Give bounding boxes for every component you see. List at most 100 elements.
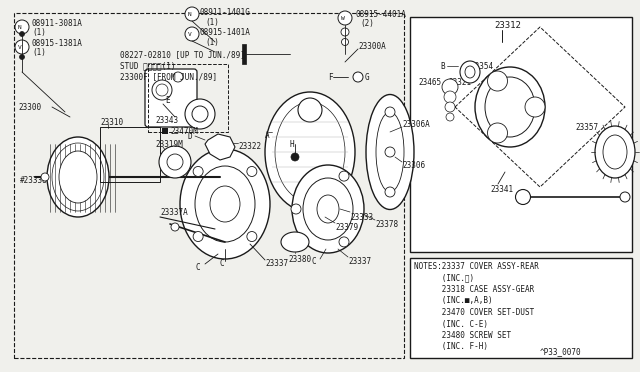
- Ellipse shape: [603, 135, 627, 169]
- Text: ^P33_0070: ^P33_0070: [540, 347, 582, 356]
- Ellipse shape: [275, 102, 345, 202]
- Text: D: D: [188, 131, 193, 141]
- Circle shape: [488, 123, 508, 143]
- Circle shape: [19, 55, 24, 60]
- Ellipse shape: [465, 66, 475, 78]
- Text: 23354: 23354: [470, 61, 493, 71]
- Ellipse shape: [171, 223, 179, 231]
- Text: B: B: [440, 61, 445, 71]
- Circle shape: [247, 167, 257, 176]
- Circle shape: [298, 98, 322, 122]
- Ellipse shape: [265, 92, 355, 212]
- Ellipse shape: [376, 112, 404, 192]
- Circle shape: [339, 171, 349, 181]
- Text: 23341: 23341: [490, 185, 513, 193]
- Circle shape: [156, 84, 168, 96]
- Ellipse shape: [620, 192, 630, 202]
- Text: G: G: [365, 73, 370, 81]
- Text: 23378: 23378: [375, 219, 398, 228]
- Text: (1): (1): [205, 17, 219, 26]
- Text: C: C: [312, 257, 317, 266]
- Circle shape: [15, 40, 29, 54]
- Ellipse shape: [515, 189, 531, 205]
- Text: (1): (1): [205, 38, 219, 46]
- Ellipse shape: [185, 99, 215, 129]
- Text: 08911-3081A: 08911-3081A: [32, 19, 83, 28]
- Text: 08227-02810 [UP TO JUN./89]: 08227-02810 [UP TO JUN./89]: [120, 51, 245, 60]
- Ellipse shape: [47, 137, 109, 217]
- Text: (INC. F-H): (INC. F-H): [414, 343, 488, 352]
- Ellipse shape: [485, 77, 535, 137]
- Ellipse shape: [210, 186, 240, 222]
- Bar: [148, 64, 228, 132]
- Text: 23343: 23343: [155, 115, 178, 125]
- Text: NOTES:23337 COVER ASSY-REAR: NOTES:23337 COVER ASSY-REAR: [414, 262, 539, 271]
- Text: N: N: [18, 25, 22, 29]
- Ellipse shape: [317, 195, 339, 223]
- Text: STUD スタッド(1): STUD スタッド(1): [120, 61, 175, 71]
- Circle shape: [525, 97, 545, 117]
- Text: (2): (2): [360, 19, 374, 28]
- Circle shape: [193, 167, 203, 176]
- Circle shape: [159, 146, 191, 178]
- Text: 23333: 23333: [350, 212, 373, 221]
- Ellipse shape: [281, 232, 309, 252]
- Text: 23319M: 23319M: [155, 140, 183, 148]
- Text: 23480 SCREW SET: 23480 SCREW SET: [414, 331, 511, 340]
- Circle shape: [488, 71, 508, 91]
- Text: 23470M: 23470M: [170, 126, 198, 135]
- Bar: [410, 17, 632, 252]
- Text: 23337: 23337: [265, 260, 288, 269]
- Ellipse shape: [303, 178, 353, 240]
- Circle shape: [385, 147, 395, 157]
- Text: 08911-1401G: 08911-1401G: [200, 7, 251, 16]
- Ellipse shape: [292, 165, 364, 253]
- FancyBboxPatch shape: [145, 69, 197, 127]
- Polygon shape: [205, 134, 235, 160]
- Text: (1): (1): [32, 28, 46, 36]
- Circle shape: [446, 113, 454, 121]
- Circle shape: [445, 102, 455, 112]
- Circle shape: [339, 237, 349, 247]
- Ellipse shape: [460, 61, 480, 83]
- Circle shape: [298, 182, 322, 206]
- Circle shape: [185, 27, 199, 41]
- Bar: [410, 258, 632, 358]
- Circle shape: [342, 38, 349, 45]
- Circle shape: [152, 80, 172, 100]
- Circle shape: [173, 72, 183, 82]
- Ellipse shape: [195, 166, 255, 242]
- Text: 23379: 23379: [335, 222, 358, 231]
- Bar: [162, 128, 168, 134]
- Circle shape: [193, 231, 203, 241]
- Text: (INC.■,A,B): (INC.■,A,B): [414, 296, 493, 305]
- Circle shape: [353, 72, 363, 82]
- Circle shape: [385, 187, 395, 197]
- Text: 23306A: 23306A: [402, 119, 429, 128]
- Text: 23300A: 23300A: [358, 42, 386, 51]
- Text: (INC. C-E): (INC. C-E): [414, 320, 488, 328]
- Bar: [242, 44, 246, 64]
- Text: 23337A: 23337A: [160, 208, 188, 217]
- Text: 23300: 23300: [18, 103, 41, 112]
- Text: V: V: [188, 32, 192, 36]
- Text: 08915-1381A: 08915-1381A: [32, 38, 83, 48]
- Circle shape: [19, 32, 24, 36]
- Text: (1): (1): [32, 48, 46, 57]
- Bar: [100, 127, 160, 182]
- Text: W: W: [341, 16, 345, 20]
- Circle shape: [185, 7, 199, 21]
- Text: N: N: [188, 12, 192, 16]
- Text: 23470 COVER SET-DUST: 23470 COVER SET-DUST: [414, 308, 534, 317]
- Text: 08915-4401A: 08915-4401A: [355, 10, 406, 19]
- Circle shape: [442, 79, 458, 95]
- Circle shape: [15, 20, 29, 34]
- Text: H: H: [290, 140, 294, 148]
- Ellipse shape: [366, 94, 414, 209]
- Circle shape: [385, 107, 395, 117]
- Circle shape: [41, 173, 49, 181]
- Text: A: A: [265, 131, 269, 140]
- Text: 23318 CASE ASSY-GEAR: 23318 CASE ASSY-GEAR: [414, 285, 534, 294]
- Text: (INC.※): (INC.※): [414, 273, 474, 282]
- Text: 08915-1401A: 08915-1401A: [200, 28, 251, 36]
